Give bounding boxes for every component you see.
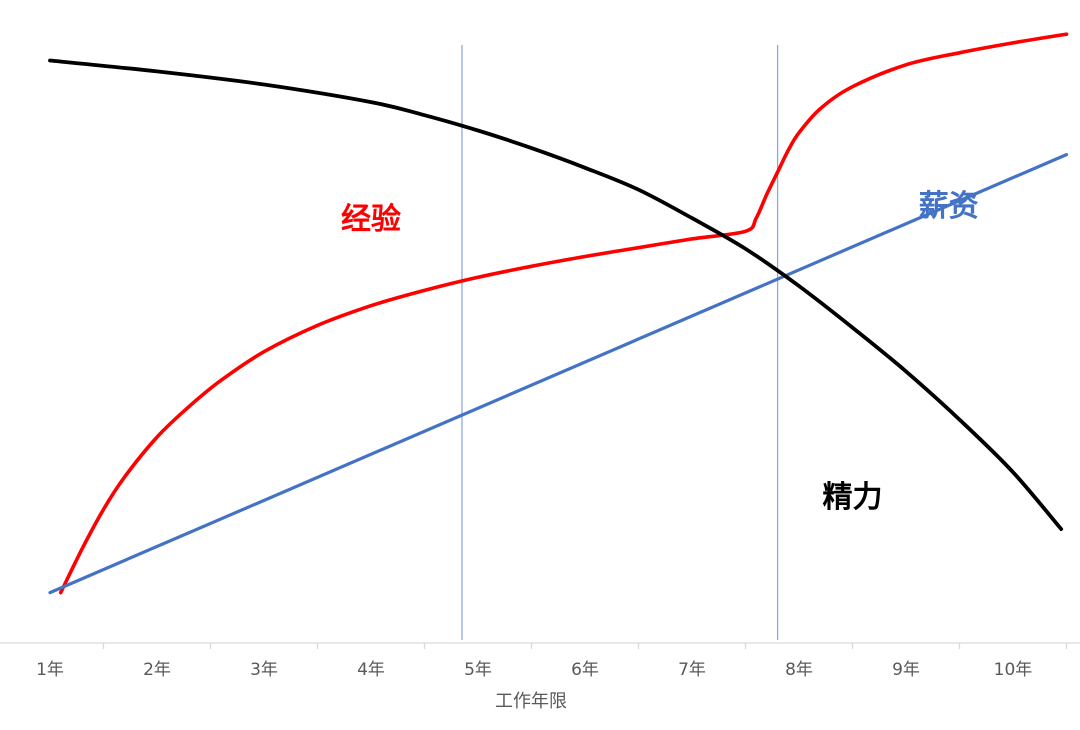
- x-axis: 1年 2年 3年 4年 5年 6年 7年 8年 9年 10年: [0, 642, 1080, 680]
- x-tick-label: 1年: [36, 660, 64, 680]
- x-tick-label: 5年: [464, 660, 492, 680]
- x-tick-label: 2年: [143, 660, 171, 680]
- reference-lines: [461, 45, 779, 640]
- x-tick-label: 10年: [994, 660, 1033, 680]
- x-tick-label: 8年: [785, 660, 813, 680]
- experience-label: 经验: [341, 202, 401, 237]
- energy-line: [48, 58, 1064, 531]
- salary-line: [48, 153, 1069, 595]
- x-tick-label: 7年: [678, 660, 706, 680]
- experience-line: [58, 32, 1069, 595]
- energy-label: 精力: [823, 480, 883, 515]
- x-axis-label: 工作年限: [495, 691, 567, 712]
- x-tick-label: 6年: [571, 660, 599, 680]
- x-tick-label: 3年: [250, 660, 278, 680]
- series-layer: [48, 32, 1069, 595]
- x-tick-label: 4年: [357, 660, 385, 680]
- x-tick-label: 9年: [892, 660, 920, 680]
- salary-label: 薪资: [919, 189, 979, 224]
